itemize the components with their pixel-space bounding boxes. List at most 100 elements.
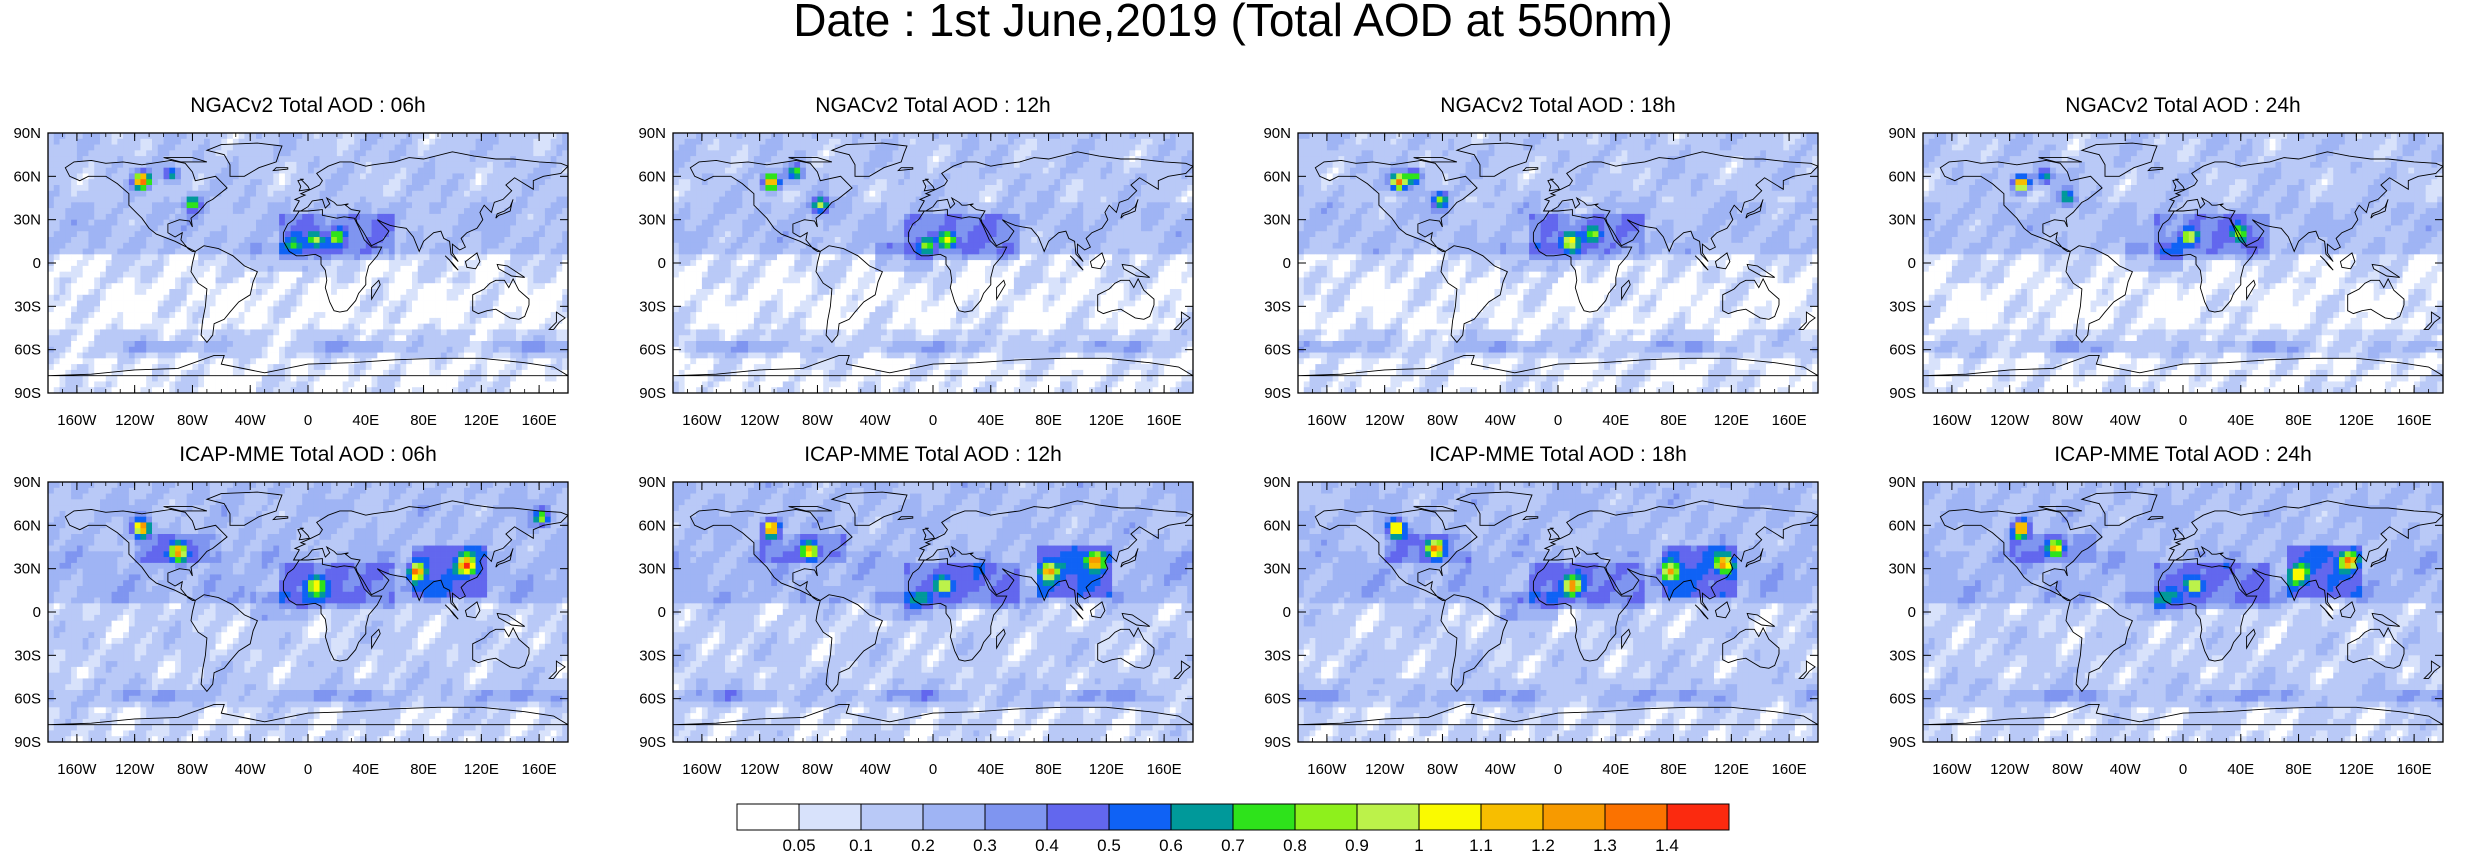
aod-cell — [336, 294, 343, 301]
aod-cell — [956, 167, 963, 174]
aod-cell — [498, 144, 505, 151]
aod-cell — [186, 312, 193, 319]
aod-cell — [331, 208, 338, 215]
aod-cell — [290, 190, 297, 197]
aod-cell — [406, 231, 413, 238]
aod-cell — [238, 387, 245, 393]
aod-cell — [128, 300, 135, 307]
aod-cell — [487, 306, 494, 313]
aod-cell — [1100, 144, 1107, 151]
aod-cell — [690, 173, 697, 180]
aod-cell — [521, 208, 528, 215]
aod-cell — [423, 346, 430, 353]
aod-cell — [313, 156, 320, 163]
aod-cell — [377, 265, 384, 272]
aod-cell — [325, 300, 332, 307]
aod-cell — [440, 133, 447, 140]
aod-cell — [175, 208, 182, 215]
aod-cell — [521, 237, 528, 244]
aod-cell — [539, 341, 546, 348]
aod-cell — [1031, 150, 1038, 157]
aod-cell — [308, 312, 315, 319]
aod-cell — [846, 156, 853, 163]
aod-cell — [550, 225, 557, 232]
aod-cell — [325, 231, 332, 238]
aod-cell — [221, 138, 228, 145]
aod-cell — [128, 196, 135, 203]
aod-cell — [53, 283, 60, 290]
aod-cell — [175, 225, 182, 232]
aod-cell — [435, 213, 442, 220]
aod-cell — [550, 219, 557, 226]
aod-cell — [544, 219, 551, 226]
aod-cell — [244, 242, 251, 249]
aod-cell — [1117, 144, 1124, 151]
aod-cell — [388, 352, 395, 359]
aod-cell — [469, 375, 476, 382]
aod-cell — [435, 167, 442, 174]
aod-cell — [684, 150, 691, 157]
aod-cell — [458, 144, 465, 151]
aod-cell — [354, 179, 361, 186]
aod-cell — [469, 369, 476, 376]
aod-cell — [331, 329, 338, 336]
aod-cell — [481, 387, 488, 393]
aod-cell — [76, 265, 83, 272]
aod-cell — [302, 237, 309, 244]
aod-cell — [134, 387, 141, 393]
aod-cell — [498, 161, 505, 168]
aod-cell — [1019, 156, 1026, 163]
aod-cell — [377, 352, 384, 359]
aod-cell — [533, 352, 540, 359]
aod-cell — [550, 289, 557, 296]
aod-cell — [1146, 138, 1153, 145]
aod-cell — [469, 358, 476, 365]
aod-cell — [481, 300, 488, 307]
aod-cell — [342, 237, 349, 244]
aod-cell — [1164, 167, 1171, 174]
aod-cell — [406, 150, 413, 157]
aod-cell — [938, 156, 945, 163]
aod-cell — [979, 179, 986, 186]
aod-cell — [94, 248, 101, 255]
aod-cell — [232, 150, 239, 157]
aod-cell — [308, 185, 315, 192]
aod-cell — [544, 173, 551, 180]
aod-cell — [1025, 167, 1032, 174]
aod-cell — [383, 335, 390, 342]
aod-cell — [273, 387, 280, 393]
aod-cell — [950, 144, 957, 151]
aod-cell — [1112, 138, 1119, 145]
aod-cell — [446, 358, 453, 365]
aod-cell — [256, 381, 263, 388]
aod-cell — [209, 156, 216, 163]
aod-cell — [65, 179, 72, 186]
aod-cell — [881, 133, 888, 140]
aod-cell — [105, 133, 112, 140]
aod-cell — [256, 150, 263, 157]
aod-cell — [198, 179, 205, 186]
aod-cell — [123, 248, 130, 255]
aod-cell — [788, 156, 795, 163]
aod-cell — [88, 317, 95, 324]
aod-cell — [296, 323, 303, 330]
aod-cell — [232, 219, 239, 226]
aod-cell — [48, 190, 55, 197]
aod-cell — [354, 156, 361, 163]
aod-cell — [475, 150, 482, 157]
aod-cell — [886, 156, 893, 163]
aod-cell — [180, 150, 187, 157]
aod-cell — [417, 277, 424, 284]
aod-cell — [794, 173, 801, 180]
aod-cell — [244, 144, 251, 151]
aod-cell — [371, 150, 378, 157]
aod-cell — [273, 156, 280, 163]
aod-cell — [539, 369, 546, 376]
aod-cell — [423, 369, 430, 376]
aod-cell — [348, 161, 355, 168]
aod-cell — [319, 150, 326, 157]
aod-cell — [423, 231, 430, 238]
aod-cell — [1112, 150, 1119, 157]
aod-cell — [157, 369, 164, 376]
aod-cell — [123, 202, 130, 209]
